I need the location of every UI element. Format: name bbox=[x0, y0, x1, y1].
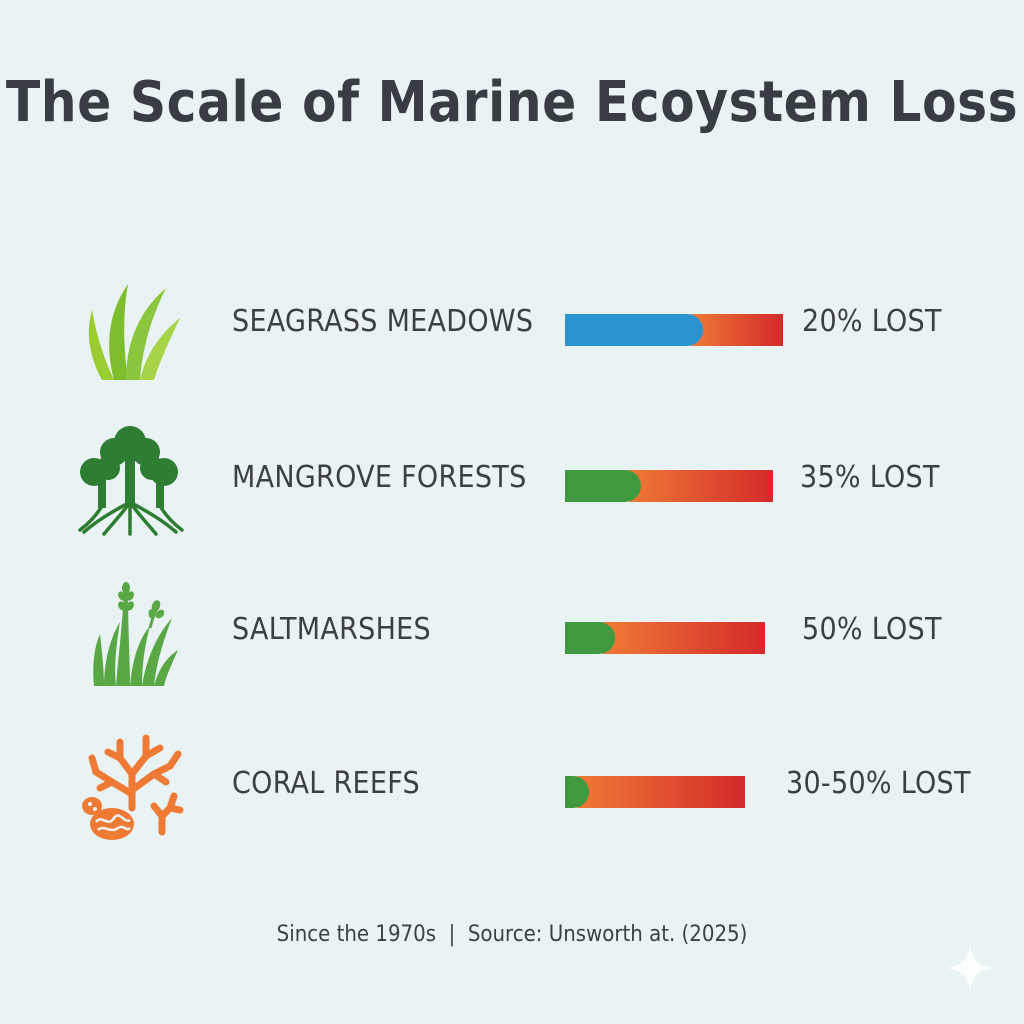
value-label: 50% LOST bbox=[802, 612, 942, 647]
row-seagrass-meadows: SEAGRASS MEADOWS 20% LOST bbox=[0, 262, 1024, 382]
loss-bar-mangrove bbox=[565, 470, 773, 502]
category-label: SALTMARSHES bbox=[232, 612, 431, 647]
footnote: Since the 1970s | Source: Unsworth at. (… bbox=[276, 922, 748, 947]
value-label: 30-50% LOST bbox=[786, 766, 971, 801]
remaining-segment bbox=[565, 622, 615, 654]
category-label: CORAL REEFS bbox=[232, 766, 420, 801]
loss-bar-seagrass bbox=[565, 314, 783, 346]
row-saltmarshes: SALTMARSHES 50% LOST bbox=[0, 570, 1024, 690]
remaining-segment bbox=[565, 776, 589, 808]
loss-segment bbox=[691, 314, 783, 346]
value-label: 35% LOST bbox=[800, 460, 940, 495]
loss-bar-coral bbox=[565, 776, 745, 808]
mangrove-tree-icon bbox=[78, 426, 184, 536]
loss-segment bbox=[629, 470, 773, 502]
row-coral-reefs: CORAL REEFS 30-50% LOST bbox=[0, 724, 1024, 844]
loss-bar-saltmarsh bbox=[565, 622, 765, 654]
chart-title: The Scale of Marine Ecoystem Loss bbox=[5, 70, 1019, 135]
loss-segment bbox=[577, 776, 745, 808]
remaining-segment bbox=[565, 314, 703, 346]
coral-icon bbox=[82, 734, 184, 840]
value-label: 20% LOST bbox=[802, 304, 942, 339]
category-label: SEAGRASS MEADOWS bbox=[232, 304, 534, 339]
row-mangrove-forests: MANGROVE FORESTS 35% LOST bbox=[0, 418, 1024, 538]
saltmarsh-grass-icon bbox=[93, 582, 178, 686]
sparkle-icon bbox=[946, 944, 994, 992]
loss-segment bbox=[603, 622, 765, 654]
remaining-segment bbox=[565, 470, 641, 502]
seagrass-icon bbox=[88, 284, 180, 380]
category-label: MANGROVE FORESTS bbox=[232, 460, 527, 495]
